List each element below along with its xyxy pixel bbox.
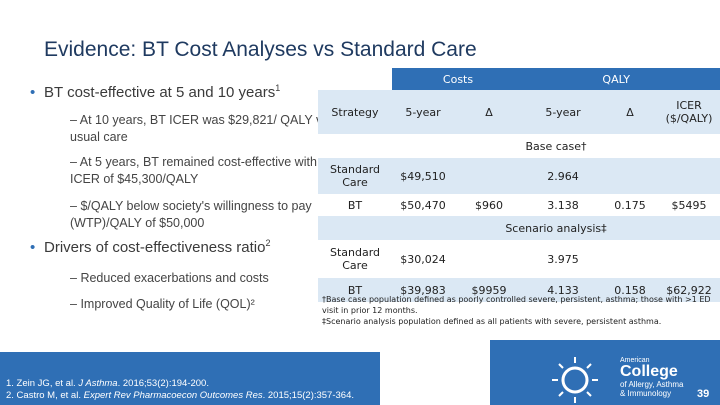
footnote-base: †Base case population defined as poorly … — [322, 295, 711, 315]
reference-1: 1. Zein JG, et al. J Asthma. 2016;53(2):… — [6, 378, 209, 389]
table-cell: 3.975 — [547, 252, 579, 266]
sub-bullet-5: – Improved Quality of Life (QOL)² — [70, 297, 255, 311]
sub-bullet-2: – At 5 years, BT remained cost-effective… — [70, 155, 335, 186]
table-cell — [454, 158, 524, 194]
table-cell: $5495 — [671, 198, 707, 212]
cost-table: Costs QALY Strategy 5-year Δ 5-year Δ IC… — [318, 68, 720, 302]
table-cell — [602, 158, 658, 194]
col-strategy: Strategy — [331, 105, 379, 119]
table-cell: Standard Care — [329, 246, 381, 272]
reference-2: 2. Castro M, et al. Expert Rev Pharmacoe… — [6, 390, 354, 401]
page-number: 39 — [697, 388, 710, 400]
table-cell: BT — [347, 198, 363, 212]
col-cost-5yr: 5-year — [405, 105, 441, 119]
table-cell: 3.138 — [547, 198, 579, 212]
references: 1. Zein JG, et al. J Asthma. 2016;53(2):… — [6, 378, 354, 402]
footnote-scenario: ‡Scenario analysis population defined as… — [322, 317, 662, 326]
col-cost-delta: Δ — [485, 105, 493, 119]
header-costs: Costs — [442, 72, 474, 86]
scenario-label: Scenario analysis‡ — [505, 221, 607, 235]
table-cell — [658, 240, 720, 278]
bullet-main-1: • BT cost-effective at 5 and 10 years1 — [30, 83, 281, 102]
base-case-label: Base case† — [525, 139, 587, 153]
slide-title: Evidence: BT Cost Analyses vs Standard C… — [44, 38, 477, 61]
table-cell: Standard Care — [329, 163, 381, 189]
acaai-logo-icon — [552, 357, 598, 403]
table-cell — [658, 158, 720, 194]
col-icer: ICER ($/QALY) — [665, 99, 713, 125]
table-cell: $9959 — [471, 283, 507, 297]
table-cell: $30,024 — [400, 252, 446, 266]
table-cell — [454, 240, 524, 278]
bullet-main-2: • Drivers of cost-effectiveness ratio2 — [30, 238, 271, 257]
table-footnotes: †Base case population defined as poorly … — [322, 294, 714, 327]
table-cell — [602, 240, 658, 278]
table-cell: 2.964 — [547, 169, 579, 183]
table-cell: 0.175 — [614, 198, 646, 212]
table-cell: 0.158 — [614, 283, 646, 297]
table-cell: $960 — [475, 198, 503, 212]
table-cell: $49,510 — [400, 169, 446, 183]
table-cell: $62,922 — [666, 283, 712, 297]
sub-bullet-1: – At 10 years, BT ICER was $29,821/ QALY… — [70, 113, 329, 144]
col-qaly-delta: Δ — [626, 105, 634, 119]
col-qaly-5yr: 5-year — [545, 105, 581, 119]
bottom-bar — [0, 352, 380, 405]
sub-bullet-3: – $/QALY below society's willingness to … — [70, 199, 312, 230]
header-qaly: QALY — [602, 72, 630, 86]
table-cell: BT — [347, 283, 363, 297]
table-cell: $50,470 — [400, 198, 446, 212]
table-cell: 4.133 — [547, 283, 579, 297]
logo-band — [490, 340, 720, 405]
acaai-logo-text: American College of Allergy, Asthma & Im… — [620, 357, 684, 398]
table-cell: $39,983 — [400, 283, 446, 297]
sub-bullet-4: – Reduced exacerbations and costs — [70, 271, 269, 285]
